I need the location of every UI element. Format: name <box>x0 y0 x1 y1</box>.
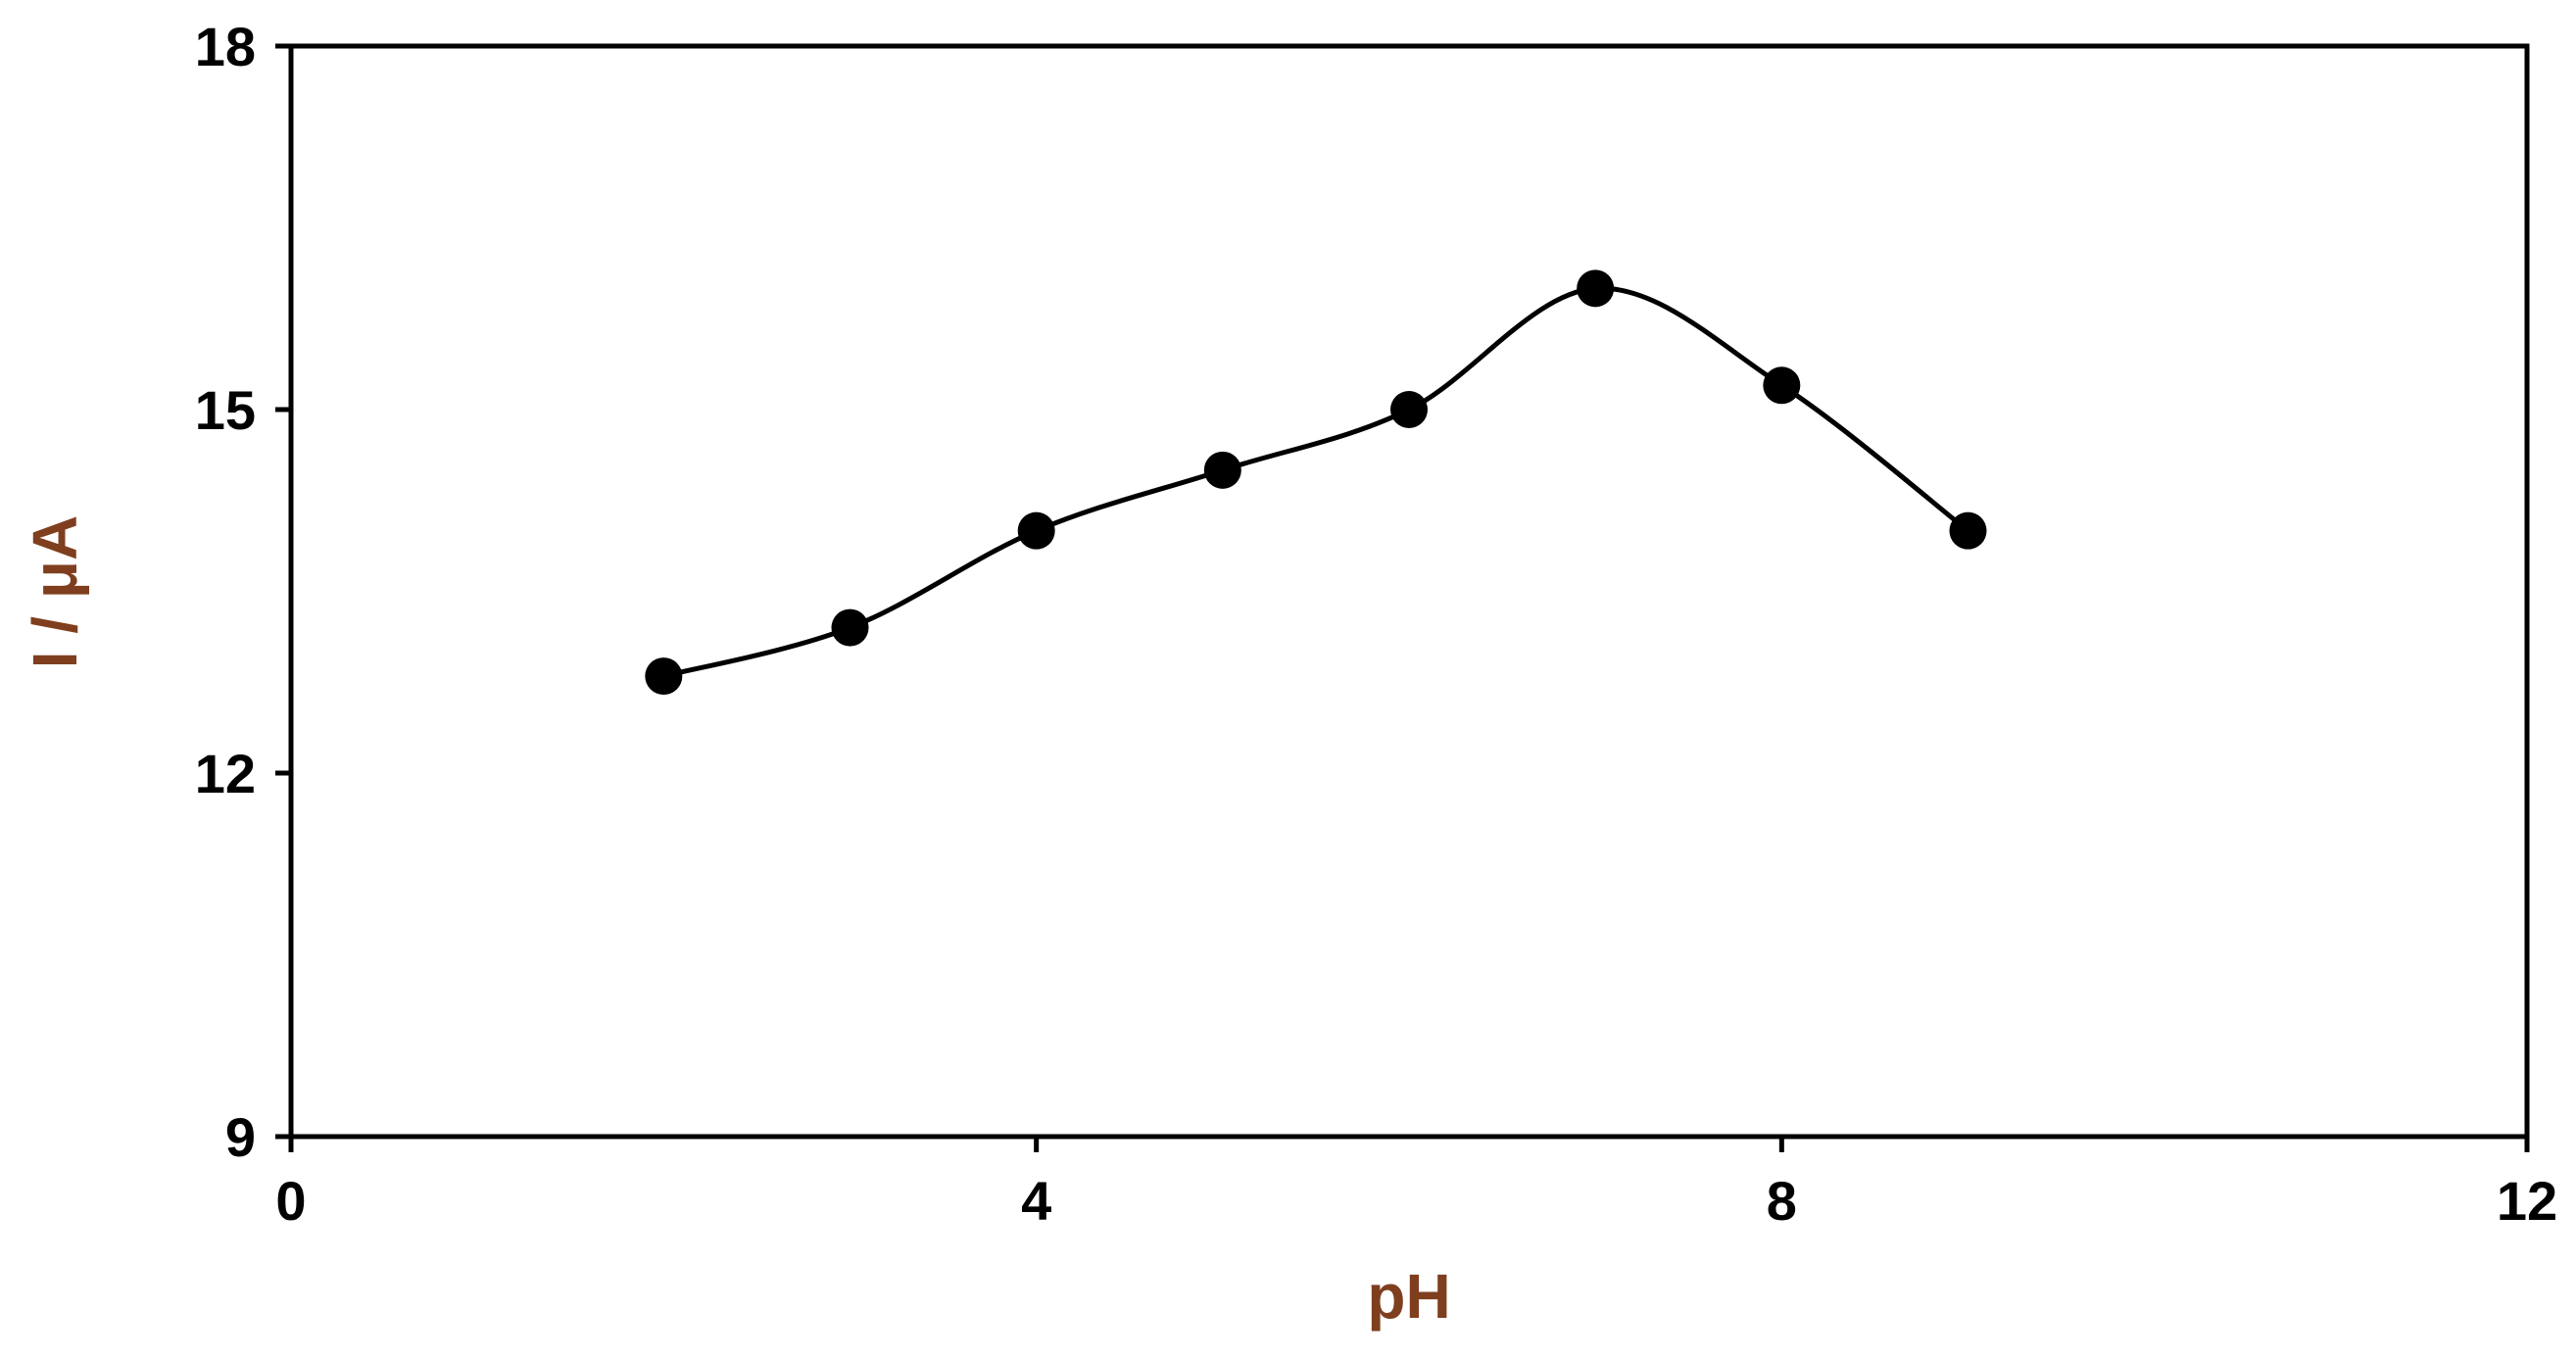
x-axis-ticks: 0 4 8 12 <box>275 1137 2557 1232</box>
data-point <box>1577 269 1615 308</box>
plot-frame <box>288 43 2530 1140</box>
x-tick-label: 12 <box>2497 1170 2557 1232</box>
y-tick-label: 12 <box>195 743 256 804</box>
x-tick-label: 4 <box>1021 1170 1051 1232</box>
y-tick-label: 15 <box>195 379 256 441</box>
series-line <box>662 285 1970 679</box>
data-point <box>1017 511 1055 550</box>
data-point <box>1949 511 1987 550</box>
data-point <box>1390 391 1428 428</box>
x-axis-title: pH <box>1367 1261 1450 1332</box>
x-tick-label: 8 <box>1767 1170 1797 1232</box>
y-axis-title: I / μA <box>20 515 90 669</box>
data-points <box>645 269 1987 696</box>
x-tick-label: 0 <box>275 1170 306 1232</box>
data-point <box>1763 366 1801 405</box>
y-tick-label: 9 <box>225 1106 256 1168</box>
y-axis-ticks: 9 12 15 18 <box>195 16 291 1168</box>
data-point <box>831 608 869 647</box>
data-point <box>645 657 683 696</box>
data-point <box>1203 451 1241 489</box>
y-tick-label: 18 <box>195 16 256 77</box>
